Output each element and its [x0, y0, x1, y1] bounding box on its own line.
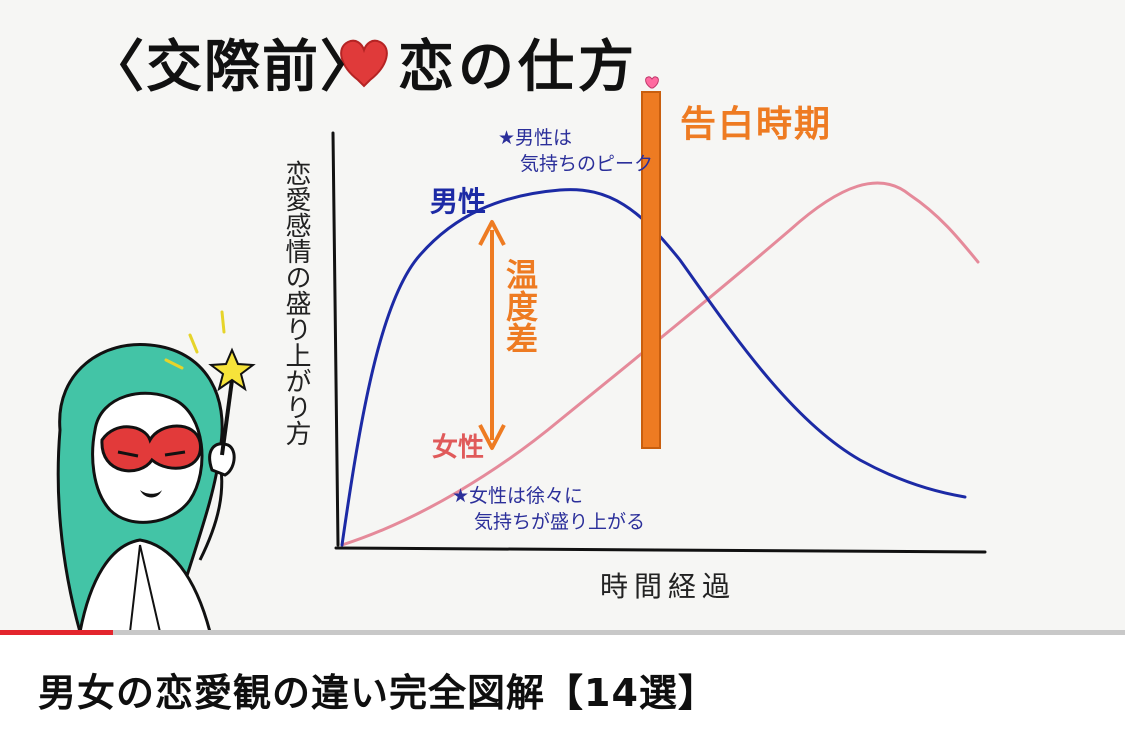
- slide-title-right: 恋の仕方: [398, 35, 638, 100]
- note-male: ★男性は 気持ちのピーク: [498, 125, 653, 177]
- y-axis-label: 恋愛感情の盛り上がり方: [281, 160, 311, 446]
- video-title[interactable]: 男女の恋愛観の違い完全図解【14選】: [38, 671, 717, 715]
- ondo-arrow-down-head: [478, 424, 506, 450]
- whiteboard-drawing: [56, 39, 987, 632]
- female-curve: [340, 181, 980, 547]
- y-axis: [331, 131, 340, 547]
- note-female-line2: 気持ちが盛り上がる: [474, 511, 646, 533]
- ondo-label: 温度差: [501, 258, 539, 354]
- note-female: ★女性は徐々に 気持ちが盛り上がる: [452, 483, 645, 535]
- note-male-line1: ★男性は: [498, 127, 573, 149]
- mascot-illustration: [56, 310, 256, 632]
- video-progress-fill: [0, 630, 113, 635]
- video-progress-bar[interactable]: [0, 630, 1125, 635]
- video-frame[interactable]: 〈交際前〉 恋の仕方 恋愛感情の盛り上がり方 時間経過 告白時期 温度差 男性 …: [0, 0, 1125, 632]
- male-label: 男性: [430, 185, 487, 218]
- star-icon: [208, 347, 256, 392]
- small-heart-icon: [645, 76, 659, 89]
- note-female-line1: ★女性は徐々に: [452, 485, 584, 507]
- heart-icon: [340, 39, 388, 88]
- ondo-arrow-up-head: [478, 220, 506, 246]
- kokuhaku-bar: [641, 91, 661, 449]
- x-axis-label: 時間経過: [600, 570, 737, 603]
- note-male-line2: 気持ちのピーク: [520, 153, 654, 175]
- male-curve: [340, 188, 967, 547]
- kokuhaku-label: 告白時期: [680, 104, 833, 145]
- female-label: 女性: [432, 433, 485, 463]
- x-axis: [334, 546, 987, 554]
- slide-title-left: 〈交際前〉: [88, 35, 378, 100]
